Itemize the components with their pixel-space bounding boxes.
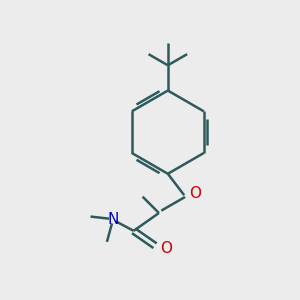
Text: N: N [107,212,118,227]
Text: O: O [189,186,201,201]
Text: O: O [160,241,172,256]
